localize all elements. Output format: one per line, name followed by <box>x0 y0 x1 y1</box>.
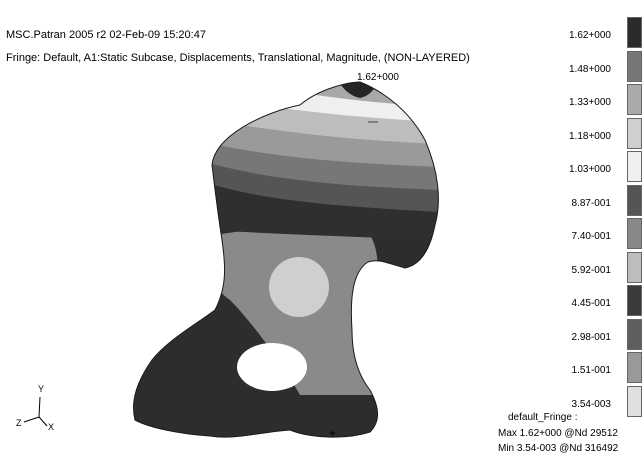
legend-tick-label: 1.33+000 <box>569 97 611 108</box>
fringe-band-dark-upper <box>205 180 439 240</box>
fringe-island-light <box>269 257 329 317</box>
triad-x-label: X <box>48 422 54 432</box>
legend-tick-label: 1.18+000 <box>569 130 611 142</box>
legend-swatch <box>627 352 642 383</box>
legend-swatch <box>627 117 642 149</box>
legend-swatch <box>627 218 642 249</box>
triad-z-label: Z <box>16 418 22 428</box>
legend-tick-label: 7.40-001 <box>571 231 611 242</box>
fringe-hole <box>237 343 307 391</box>
legend-tick-label: 3.54-003 <box>571 398 611 410</box>
legend-swatch <box>627 285 642 316</box>
legend-swatch <box>627 151 642 182</box>
legend-tick-labels: 1.62+000 1.48+000 1.33+000 1.18+000 1.03+000… <box>569 30 611 410</box>
legend-swatch <box>627 318 642 350</box>
legend-tick-label: 1.03+000 <box>569 164 611 175</box>
fringe-name: default_Fringe : <box>508 412 578 423</box>
legend-swatch <box>627 251 642 283</box>
legend-swatch <box>627 50 642 82</box>
legend-swatch <box>627 84 642 115</box>
axis-triad-icon: Y Z X <box>16 384 54 432</box>
legend-tick-label: 1.48+000 <box>569 63 611 75</box>
fringe-band-4 <box>205 160 439 212</box>
legend-tick-label: 1.62+000 <box>569 30 611 41</box>
legend-swatch <box>627 385 642 417</box>
legend-swatch <box>627 17 642 48</box>
legend-tick-label: 1.51-001 <box>571 365 611 376</box>
legend-tick-label: 5.92-001 <box>571 264 611 276</box>
fringe-description: Fringe: Default, A1:Static Subcase, Disp… <box>6 52 470 64</box>
legend-tick-label: 2.98-001 <box>571 331 611 343</box>
legend-tick-label: 4.45-001 <box>571 298 611 309</box>
fringe-band-6 <box>205 118 439 167</box>
legend-tick-label: 8.87-001 <box>571 197 611 209</box>
fringe-band-max <box>330 82 382 98</box>
fringe-min: Min 3.54-003 @Nd 316492 <box>498 443 619 454</box>
triad-y-label: Y <box>38 384 44 394</box>
fringe-max: Max 1.62+000 @Nd 29512 <box>498 428 618 439</box>
viewport-title: MSC.Patran 2005 r2 02-Feb-09 15:20:47 <box>6 29 206 41</box>
cursor-crosshair: + <box>329 426 337 440</box>
legend-swatch <box>627 184 642 216</box>
max-value-marker: 1.62+000 <box>357 72 399 83</box>
